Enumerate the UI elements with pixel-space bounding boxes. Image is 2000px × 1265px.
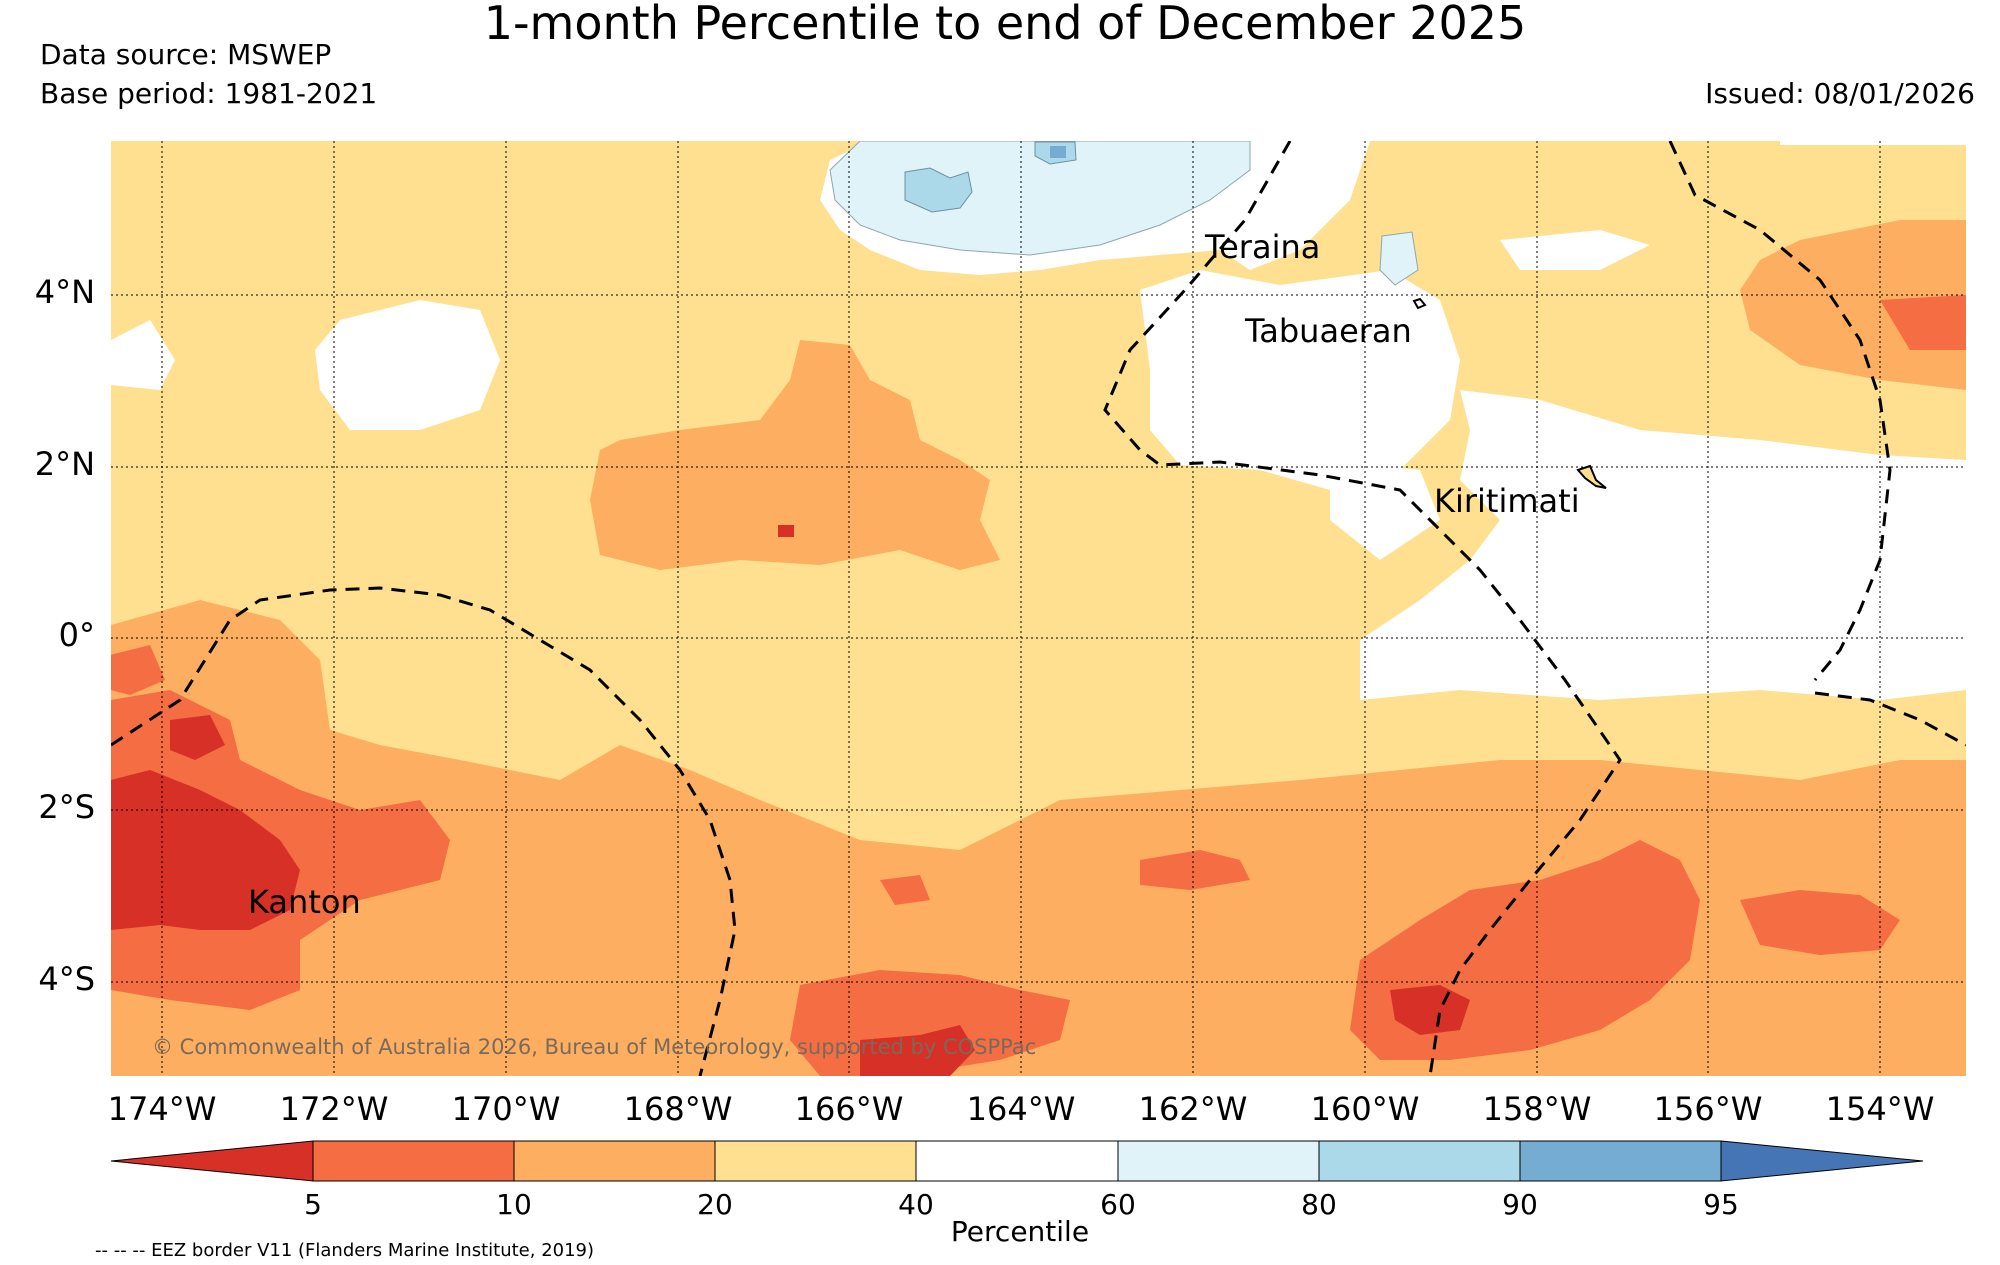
colorbar-tick: 5 xyxy=(304,1188,322,1221)
colorbar xyxy=(110,1140,1924,1182)
colorbar-tick: 10 xyxy=(496,1188,532,1221)
place-label-kiritimati: Kiritimati xyxy=(1434,482,1580,520)
colorbar-60-80 xyxy=(1117,1140,1320,1182)
place-label-teraina: Teraina xyxy=(1205,228,1321,266)
colorbar-20-40 xyxy=(714,1140,917,1182)
colorbar-below-5 xyxy=(110,1140,314,1182)
colorbar-10-20 xyxy=(513,1140,716,1182)
colorbar-title: Percentile xyxy=(950,1215,1090,1248)
lon-label: 164°W xyxy=(966,1090,1076,1128)
lat-label: 0° xyxy=(58,616,95,654)
map-title: 1-month Percentile to end of December 20… xyxy=(483,0,1527,50)
lon-label: 154°W xyxy=(1825,1090,1935,1128)
lon-label: 160°W xyxy=(1310,1090,1420,1128)
colorbar-tick: 20 xyxy=(697,1188,733,1221)
eez-legend-note: -- -- -- EEZ border V11 (Flanders Marine… xyxy=(95,1240,595,1261)
percentile-field xyxy=(111,141,1966,1076)
colorbar-tick: 80 xyxy=(1301,1188,1337,1221)
colorbar-tick: 40 xyxy=(898,1188,934,1221)
place-label-kanton: Kanton xyxy=(248,883,361,921)
copyright-notice: © Commonwealth of Australia 2026, Bureau… xyxy=(152,1035,1037,1059)
colorbar-tick: 95 xyxy=(1703,1188,1739,1221)
lon-label: 166°W xyxy=(794,1090,904,1128)
lon-label: 172°W xyxy=(279,1090,389,1128)
island-outlines xyxy=(1412,297,1607,489)
lat-label: 2°N xyxy=(34,445,95,483)
lon-label: 174°W xyxy=(107,1090,217,1128)
lon-label: 158°W xyxy=(1482,1090,1592,1128)
colorbar-90-95 xyxy=(1519,1140,1722,1182)
lat-label: 4°N xyxy=(34,273,95,311)
issued-date: Issued: 08/01/2026 xyxy=(1705,77,1975,110)
colorbar-tick: 60 xyxy=(1100,1188,1136,1221)
lon-label: 162°W xyxy=(1138,1090,1248,1128)
data-source: Data source: MSWEP xyxy=(40,38,332,71)
colorbar-5-10 xyxy=(312,1140,515,1182)
colorbar-40-60 xyxy=(915,1140,1119,1182)
place-label-tabuaeran: Tabuaeran xyxy=(1245,312,1412,350)
lon-label: 170°W xyxy=(451,1090,561,1128)
base-period: Base period: 1981-2021 xyxy=(40,77,378,110)
colorbar-above-95 xyxy=(1720,1140,1924,1182)
colorbar-tick: 90 xyxy=(1502,1188,1538,1221)
colorbar-80-90 xyxy=(1318,1140,1521,1182)
graticule xyxy=(111,141,1966,1076)
eez-borders xyxy=(111,141,1966,1076)
lat-label: 2°S xyxy=(38,788,95,826)
lat-label: 4°S xyxy=(38,960,95,998)
lon-label: 156°W xyxy=(1653,1090,1763,1128)
lon-label: 168°W xyxy=(623,1090,733,1128)
